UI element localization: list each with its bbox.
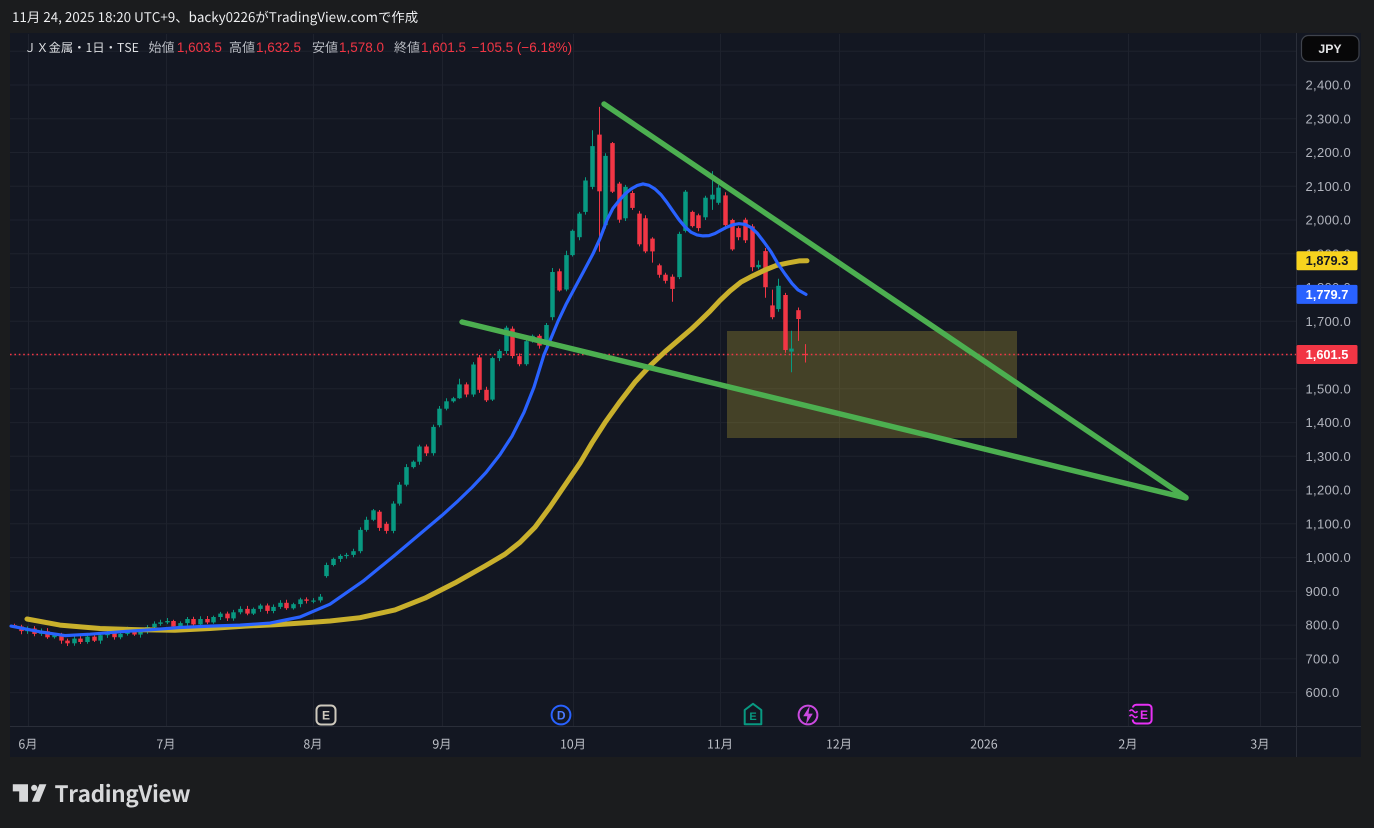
svg-text:E: E <box>322 709 330 723</box>
svg-text:JPY: JPY <box>1318 42 1341 56</box>
svg-text:1,700.0: 1,700.0 <box>1306 314 1351 329</box>
svg-text:2,000.0: 2,000.0 <box>1306 213 1351 228</box>
svg-text:1,500.0: 1,500.0 <box>1306 381 1351 396</box>
svg-text:1,200.0: 1,200.0 <box>1306 483 1351 498</box>
svg-text:1,601.5: 1,601.5 <box>1306 347 1349 362</box>
svg-text:600.0: 600.0 <box>1306 685 1340 700</box>
svg-text:1,100.0: 1,100.0 <box>1306 516 1351 531</box>
svg-text:2,300.0: 2,300.0 <box>1306 111 1351 126</box>
svg-text:1,578.0: 1,578.0 <box>339 40 384 55</box>
svg-text:D: D <box>557 709 566 723</box>
svg-text:1,601.5: 1,601.5 <box>421 40 466 55</box>
svg-text:1,300.0: 1,300.0 <box>1306 449 1351 464</box>
svg-text:1,603.5: 1,603.5 <box>177 40 222 55</box>
svg-text:−105.5 (−6.18%): −105.5 (−6.18%) <box>472 40 573 55</box>
svg-text:E: E <box>749 711 756 723</box>
svg-text:700.0: 700.0 <box>1306 651 1340 666</box>
svg-text:2,200.0: 2,200.0 <box>1306 145 1351 160</box>
svg-text:800.0: 800.0 <box>1306 618 1340 633</box>
svg-text:900.0: 900.0 <box>1306 584 1340 599</box>
svg-text:1,779.7: 1,779.7 <box>1306 287 1349 302</box>
svg-text:2,100.0: 2,100.0 <box>1306 179 1351 194</box>
svg-text:1,000.0: 1,000.0 <box>1306 550 1351 565</box>
svg-text:E: E <box>1140 708 1148 722</box>
svg-text:1,879.3: 1,879.3 <box>1306 253 1349 268</box>
svg-text:1,632.5: 1,632.5 <box>256 40 301 55</box>
svg-text:1,400.0: 1,400.0 <box>1306 415 1351 430</box>
svg-text:2,400.0: 2,400.0 <box>1306 78 1351 93</box>
